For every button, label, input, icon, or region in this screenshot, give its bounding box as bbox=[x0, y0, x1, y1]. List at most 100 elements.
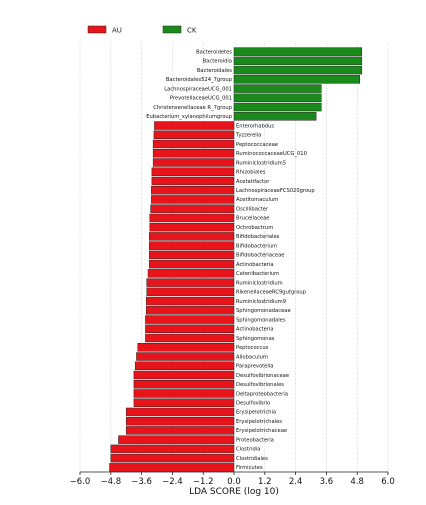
bar-acetitomaculum bbox=[151, 195, 235, 204]
bar-bifidobacterium bbox=[149, 241, 235, 250]
bar-label: Rhizobiales bbox=[236, 170, 266, 176]
bar-label: Brucellaceae bbox=[236, 216, 270, 222]
x-tick-label: −2.4 bbox=[162, 477, 183, 487]
bar-eubacterium-xylanophilumgroup bbox=[233, 112, 317, 121]
bar-bifidobacteriaceae bbox=[149, 250, 235, 260]
legend-swatch-ck bbox=[162, 25, 182, 34]
bar-sphingomonas bbox=[145, 333, 235, 343]
bar-desulfovibrionaceae bbox=[133, 370, 235, 380]
bar-label: Bifidobacterium bbox=[236, 243, 277, 249]
bar-allobaculum bbox=[136, 352, 235, 361]
legend: AU CK bbox=[87, 25, 197, 35]
bar-label: Bacteroidetes bbox=[196, 49, 232, 55]
bar-oscillibacter bbox=[150, 204, 235, 213]
bar-label: Enterorhabdus bbox=[236, 123, 274, 129]
bar-label: Bacteroidales bbox=[197, 68, 233, 74]
bar-label: Firmicutes bbox=[236, 465, 263, 471]
bar-bacteroidales bbox=[233, 65, 363, 75]
bar-label: Sphingomonadales bbox=[236, 317, 286, 323]
x-tick-label: −1.2 bbox=[193, 477, 214, 487]
bar-label: Oscillibacter bbox=[236, 206, 269, 212]
bar-prevotellaceaeucg-001 bbox=[233, 93, 322, 103]
bar-label: Christensenellaceae R_7group bbox=[153, 105, 232, 111]
bar-christensenellaceae-r-7group bbox=[233, 102, 322, 112]
bar-label: Peptococcus bbox=[236, 345, 269, 351]
bar-ruminococcaceaeucg-010 bbox=[152, 149, 235, 158]
x-tick-label: −3.6 bbox=[131, 477, 152, 487]
bar-label: Clostridia bbox=[236, 447, 260, 453]
bar-label: Tyzzerella bbox=[235, 133, 261, 139]
bar-catenibacterium bbox=[147, 269, 235, 278]
bars bbox=[109, 47, 363, 472]
bar-label: Paraprevotella bbox=[236, 364, 273, 370]
bar-label: Erysipelotrichia bbox=[236, 410, 276, 416]
x-tick-label: −4.8 bbox=[100, 477, 121, 487]
x-tick-label: 4.8 bbox=[350, 477, 364, 487]
legend-swatch-au bbox=[87, 25, 107, 34]
bar-erysipelotrichia bbox=[125, 407, 235, 417]
bar-label: LachnospiraceaeUCG_001 bbox=[164, 86, 232, 92]
bar-bacteroidales524-7group bbox=[233, 75, 361, 84]
bar-rikenellaceaerc9gutgroup bbox=[146, 287, 235, 297]
bar-rhizobiales bbox=[151, 167, 235, 176]
bar-sphingomonadales bbox=[145, 315, 235, 324]
bar-label: Bifidobacteriaceae bbox=[236, 253, 284, 259]
bar-label: Erysipelotrichaceae bbox=[236, 428, 287, 434]
bar-label: Ruminiclostridium5 bbox=[236, 160, 286, 166]
bar-label: Eubacterium_xylanophilumgroup bbox=[146, 114, 232, 120]
bar-acetatifactor bbox=[151, 176, 235, 186]
bar-label: Proteobacteria bbox=[236, 437, 274, 443]
legend-label-ck: CK bbox=[187, 27, 197, 35]
bar-label: Peptococcaceae bbox=[236, 142, 278, 148]
x-tick-label: 6.0 bbox=[381, 477, 395, 487]
bar-label: Actinobacteria bbox=[236, 262, 274, 268]
bar-lachnospiraceaefcs020group bbox=[151, 185, 235, 195]
bar-label: Bifidobacteriales bbox=[236, 234, 280, 240]
bar-label: Ruminiclostridium bbox=[236, 280, 283, 286]
bar-label: Allobaculum bbox=[236, 354, 268, 360]
bar-brucellaceae bbox=[149, 213, 235, 223]
bar-enterorhabdus bbox=[154, 121, 235, 130]
bar-label: Bacteroidales524_7group bbox=[166, 77, 233, 83]
bar-label: Desulfovibrionales bbox=[236, 382, 284, 388]
bar-label: Catenibacterium bbox=[236, 271, 279, 277]
bar-label: Bacteroidia bbox=[203, 59, 232, 65]
x-tick-label: −6.0 bbox=[70, 477, 91, 487]
bar-ruminiclostridium bbox=[146, 278, 235, 287]
bar-deltaproteobacteria bbox=[133, 389, 235, 398]
bar-label: Deltaproteobacteria bbox=[236, 391, 288, 397]
x-tick-label: 0.0 bbox=[227, 477, 241, 487]
bar-label: Ochrobactrum bbox=[236, 225, 273, 231]
x-tick-label: 1.2 bbox=[258, 477, 272, 487]
bar-actinobacteria bbox=[145, 324, 235, 334]
bar-label: Sphingomonas bbox=[236, 336, 275, 342]
bar-label: PrevotellaceaeUCG_001 bbox=[170, 96, 232, 102]
bar-peptococcaceae bbox=[152, 139, 235, 149]
legend-label-au: AU bbox=[112, 27, 122, 35]
bar-label: Acetatifactor bbox=[236, 179, 270, 185]
bar-peptococcus bbox=[137, 343, 235, 352]
bar-label: RuminococcaceaeUCG_010 bbox=[236, 151, 307, 157]
x-axis-title: LDA SCORE (log 10) bbox=[189, 487, 279, 497]
bar-label: Erysipelotrichales bbox=[236, 419, 282, 425]
bar-bifidobacteriales bbox=[149, 232, 235, 241]
bar-clostridia bbox=[110, 444, 235, 454]
bar-label: Desulfovibrionaceae bbox=[236, 373, 289, 379]
bar-desulfovibrio bbox=[133, 398, 235, 407]
bar-tyzzerella bbox=[153, 130, 235, 139]
bar-ochrobactrum bbox=[149, 222, 235, 232]
bar-label: RikenellaceaeRC9gutgroup bbox=[236, 290, 307, 296]
bar-label: Sphingomonadaceae bbox=[236, 308, 291, 314]
bar-bacteroidetes bbox=[233, 47, 363, 56]
x-tick-label: 2.4 bbox=[289, 477, 303, 487]
bar-proteobacteria bbox=[118, 435, 235, 444]
bar-bacteroidia bbox=[233, 56, 363, 66]
bar-desulfovibrionales bbox=[133, 380, 235, 389]
bar-actinobacteria bbox=[149, 259, 235, 269]
bar-label: Ruminiclostridium9 bbox=[236, 299, 286, 305]
bar-sphingomonadaceae bbox=[145, 306, 235, 315]
bar-label: LachnospiraceaeFCS020group bbox=[236, 188, 315, 194]
bar-ruminiclostridium9 bbox=[145, 296, 235, 306]
bar-erysipelotrichaceae bbox=[125, 426, 235, 435]
